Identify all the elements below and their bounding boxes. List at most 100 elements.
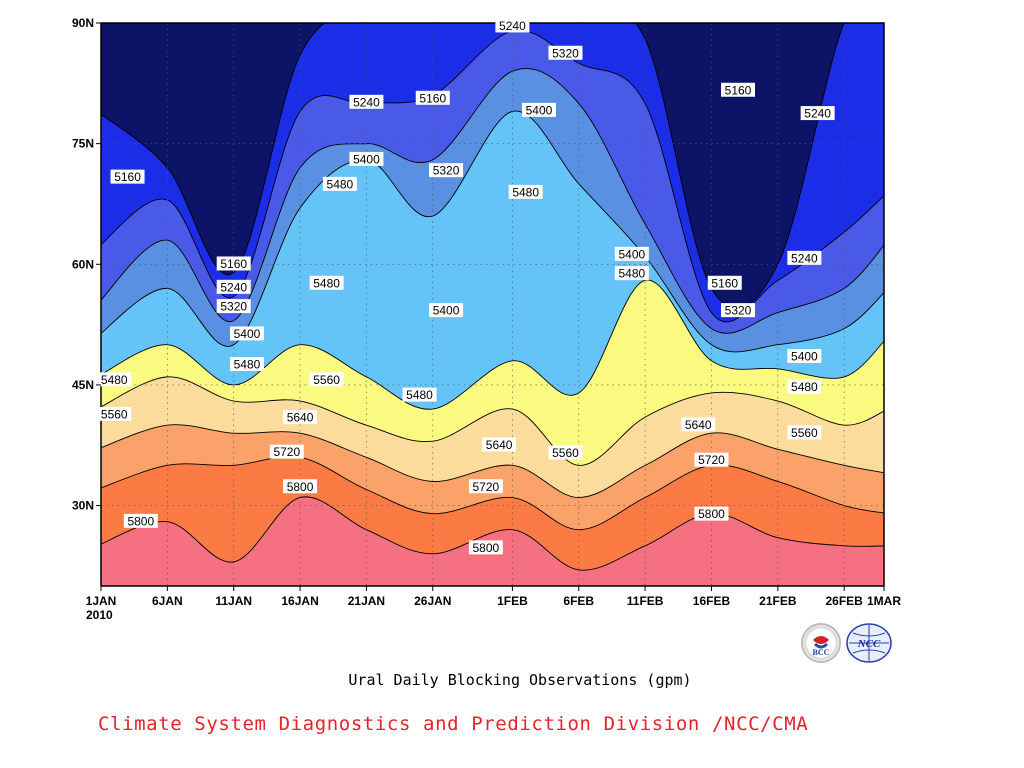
contour-label-text: 5240 [220, 280, 247, 294]
contour-label: 5240 [800, 106, 835, 121]
contour-label-bg [110, 169, 145, 184]
contour-label-text: 5560 [791, 426, 818, 440]
contour-label-text: 5480 [618, 267, 645, 281]
contour-label-bg [787, 425, 822, 440]
contour-label-bg [707, 275, 742, 290]
contour-label: 5560 [97, 406, 132, 421]
contour-label: 5320 [216, 299, 251, 314]
contour-label: 5400 [521, 102, 556, 117]
contour-label-text: 5560 [313, 373, 340, 387]
contour-label-text: 5640 [287, 411, 314, 425]
contour-label-text: 5480 [791, 380, 818, 394]
contour-label-bg [482, 437, 517, 452]
x-axis-year-label: 2010 [86, 608, 113, 622]
y-tick-label: 60N [72, 257, 94, 271]
contour-label: 5800 [694, 506, 729, 521]
contour-label-text: 5160 [711, 276, 738, 290]
contour-label: 5480 [508, 184, 543, 199]
contour-label-bg [415, 90, 450, 105]
contour-label: 5240 [495, 18, 530, 33]
contour-label-text: 5480 [234, 358, 261, 372]
contour-label-bg [283, 410, 318, 425]
contour-label-bg [800, 106, 835, 121]
contour-label: 5720 [694, 452, 729, 467]
contour-label: 5400 [229, 326, 264, 341]
contour-label-bg [787, 348, 822, 363]
contour-label-text: 5640 [486, 438, 513, 452]
contour-label-bg [97, 372, 132, 387]
contour-label-text: 5640 [685, 418, 712, 432]
contour-label-bg [229, 326, 264, 341]
contour-label-bg [402, 387, 437, 402]
contour-labels: 5240 5320 5160 5240 5400 5240 5160 5160 5400 5320… [97, 18, 835, 555]
contour-label-bg [721, 82, 756, 97]
contour-label-text: 5240 [804, 107, 831, 121]
contour-label: 5160 [707, 275, 742, 290]
contour-label-text: 5400 [618, 247, 645, 261]
contour-label-text: 5720 [473, 480, 500, 494]
contour-label-text: 5800 [287, 480, 314, 494]
contour-label-text: 5320 [552, 46, 579, 60]
chart-title: Ural Daily Blocking Observations (gpm) [348, 671, 692, 689]
x-tick-label: 26JAN [414, 594, 451, 608]
ncc-logo: NCC [845, 622, 893, 668]
contour-label-text: 5240 [353, 95, 380, 109]
contour-label-text: 5560 [101, 407, 128, 421]
contour-label: 5240 [349, 94, 384, 109]
contour-label-bg [548, 45, 583, 60]
contour-label: 5160 [415, 90, 450, 105]
contour-label-text: 5400 [433, 304, 460, 318]
contour-label-text: 5240 [791, 251, 818, 265]
contour-label-bg [787, 379, 822, 394]
contour-label-bg [229, 357, 264, 372]
contour-label-text: 5480 [313, 276, 340, 290]
contour-line-5720 [101, 456, 884, 531]
contour-label-text: 5720 [273, 445, 300, 459]
contour-label: 5640 [283, 410, 318, 425]
contour-label: 5480 [309, 275, 344, 290]
contour-label: 5320 [721, 303, 756, 318]
contour-label-text: 5480 [327, 177, 354, 191]
x-tick-label: 16JAN [281, 594, 318, 608]
contour-label: 5640 [681, 417, 716, 432]
contour-label: 5480 [322, 176, 357, 191]
contour-label: 5240 [787, 250, 822, 265]
y-tick-label: 45N [72, 378, 94, 392]
x-tick-label: 21FEB [759, 594, 797, 608]
contour-label: 5800 [123, 513, 158, 528]
contour-label-bg [216, 299, 251, 314]
contour-line-5160 [101, 23, 845, 310]
contour-line-5800 [101, 496, 884, 571]
contour-label: 5320 [429, 163, 464, 178]
contour-label-text: 5400 [791, 349, 818, 363]
contour-label: 5560 [787, 425, 822, 440]
contour-label-bg [468, 479, 503, 494]
x-tick-label: 1MAR [867, 594, 901, 608]
contour-label-text: 5320 [220, 300, 247, 314]
y-tick-label: 90N [72, 16, 94, 30]
x-tick-label: 16FEB [693, 594, 731, 608]
contour-label-text: 5400 [526, 103, 553, 117]
contour-label-bg [614, 246, 649, 261]
contour-label-text: 5480 [101, 373, 128, 387]
contour-label-text: 5160 [725, 83, 752, 97]
contour-label-bg [508, 184, 543, 199]
contour-label-bg [269, 444, 304, 459]
contour-label-text: 5800 [127, 514, 154, 528]
contour-label: 5160 [216, 256, 251, 271]
contour-label-bg [216, 279, 251, 294]
bcc-logo-text: BCC [813, 648, 830, 657]
x-tick-label: 11JAN [215, 594, 252, 608]
contour-label: 5160 [721, 82, 756, 97]
contour-label-text: 5400 [234, 327, 261, 341]
contour-line-5240 [101, 29, 884, 323]
contour-line-5640 [101, 424, 884, 498]
contour-label: 5400 [787, 348, 822, 363]
contour-label-text: 5320 [725, 304, 752, 318]
contour-label-bg [123, 513, 158, 528]
contour-label-bg [322, 176, 357, 191]
contour-label: 5720 [269, 444, 304, 459]
contour-label: 5400 [429, 303, 464, 318]
contour-label-text: 5320 [433, 164, 460, 178]
contour-label-text: 5800 [473, 541, 500, 555]
